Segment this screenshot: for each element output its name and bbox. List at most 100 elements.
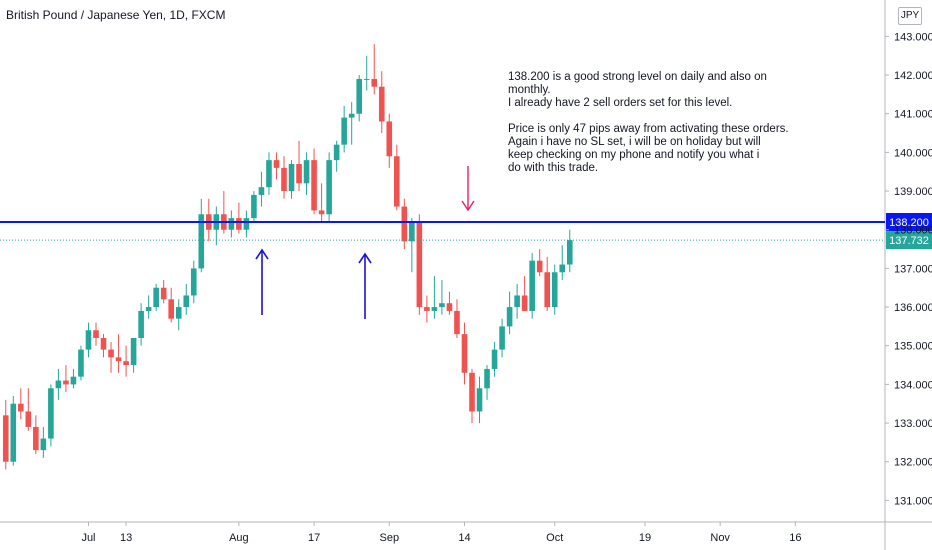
- x-tick-label: Sep: [379, 532, 399, 544]
- candle-body: [243, 218, 250, 230]
- candle-body: [70, 376, 77, 385]
- candle-body: [394, 156, 400, 207]
- candle-body: [326, 160, 332, 215]
- candle-body: [371, 78, 378, 87]
- candle-body: [506, 307, 513, 327]
- candle-body: [363, 78, 370, 80]
- candle-body: [236, 218, 242, 230]
- candle-body: [175, 307, 182, 319]
- arrow-down-head: [461, 200, 475, 212]
- candle-body: [18, 403, 24, 412]
- x-tick-label: Oct: [546, 532, 563, 544]
- y-tick-label: 133.000: [894, 418, 932, 430]
- x-tick-label: 14: [458, 532, 470, 544]
- candle-body: [409, 222, 415, 242]
- currency-badge[interactable]: JPY: [898, 7, 922, 25]
- x-tick-label: Jul: [81, 532, 95, 544]
- candle-body: [251, 194, 257, 219]
- chart-annotations: 138.200 137.732: [0, 166, 932, 319]
- y-tick-label: 143.000: [894, 31, 932, 43]
- candle-body: [228, 218, 235, 230]
- candle-body: [559, 264, 566, 273]
- time-axis[interactable]: Jul 13 Aug 17 Sep 14 Oct 19 Nov 16: [81, 522, 801, 544]
- chart-title: British Pound / Japanese Yen, 1D, FXCM: [6, 8, 226, 22]
- candle-body: [190, 268, 197, 296]
- candle-body: [499, 326, 505, 350]
- candle-body: [296, 164, 302, 184]
- candle-body: [160, 287, 167, 300]
- candle-body: [566, 240, 573, 265]
- candle-body: [536, 260, 543, 273]
- candle-body: [168, 299, 174, 319]
- candle-body: [544, 272, 550, 308]
- x-tick-label: 16: [789, 532, 801, 544]
- candle-body: [266, 160, 272, 188]
- candle-body: [123, 361, 129, 366]
- candle-body: [378, 86, 385, 122]
- candle-body: [348, 113, 355, 118]
- candle-body: [138, 310, 144, 338]
- candle-body: [288, 164, 295, 192]
- candle-body: [461, 334, 468, 373]
- candle-body: [10, 403, 17, 462]
- candle-body: [25, 411, 32, 427]
- price-axis[interactable]: 131.000 132.000 133.000 134.000 135.000 136.0…: [885, 31, 932, 507]
- candle-body: [258, 187, 265, 195]
- x-tick-label: 13: [120, 532, 132, 544]
- y-tick-label: 137.000: [894, 263, 932, 275]
- candle-body: [551, 272, 558, 308]
- candle-body: [356, 78, 362, 114]
- last-price-label: 137.732: [889, 235, 929, 247]
- last-price-tag: [886, 231, 932, 250]
- candle-body: [491, 349, 498, 369]
- candle-body: [529, 260, 535, 311]
- candlestick-series: [2, 44, 573, 470]
- candle-body: [40, 438, 47, 451]
- candle-body: [93, 330, 99, 338]
- candle-body: [401, 206, 408, 242]
- candle-body: [303, 160, 310, 184]
- x-tick-label: 17: [308, 532, 320, 544]
- y-tick-label: 139.000: [894, 186, 932, 198]
- candle-body: [108, 349, 114, 358]
- level-price-tag: [886, 213, 932, 231]
- y-tick-label: 131.000: [894, 495, 932, 507]
- candle-body: [424, 307, 430, 311]
- candle-body: [153, 287, 159, 308]
- candle-body: [386, 121, 393, 157]
- candle-body: [454, 310, 460, 335]
- y-tick-label: 142.000: [894, 70, 932, 82]
- arrow-up-head: [358, 252, 372, 264]
- candle-body: [521, 295, 528, 311]
- candle-body: [514, 295, 520, 308]
- candle-body: [130, 338, 137, 366]
- candle-body: [85, 330, 92, 350]
- candle-body: [431, 307, 438, 311]
- candle-body: [476, 388, 483, 412]
- candle-body: [281, 167, 287, 192]
- y-tick-label: 140.000: [894, 147, 932, 159]
- candle-body: [318, 210, 325, 215]
- candle-body: [55, 380, 62, 389]
- candle-body: [48, 388, 54, 439]
- candle-body: [341, 117, 347, 145]
- y-tick-label: 135.000: [894, 341, 932, 353]
- candle-body: [78, 349, 84, 377]
- candle-body: [198, 214, 205, 269]
- y-tick-label: 132.000: [894, 457, 932, 469]
- candle-body: [100, 338, 107, 350]
- candle-body: [63, 380, 69, 385]
- candle-body: [273, 160, 280, 168]
- x-tick-label: Aug: [229, 532, 249, 544]
- level-price-label: 138.200: [889, 217, 929, 229]
- chart-note: 138.200 is a good strong level on daily …: [508, 71, 789, 174]
- candle-body: [183, 295, 190, 308]
- candle-body: [439, 303, 445, 308]
- candle-body: [333, 144, 340, 161]
- candle-body: [145, 307, 152, 311]
- candle-body: [311, 160, 317, 211]
- candle-body: [484, 368, 490, 389]
- x-tick-label: Nov: [710, 532, 730, 544]
- x-tick-label: 19: [639, 532, 651, 544]
